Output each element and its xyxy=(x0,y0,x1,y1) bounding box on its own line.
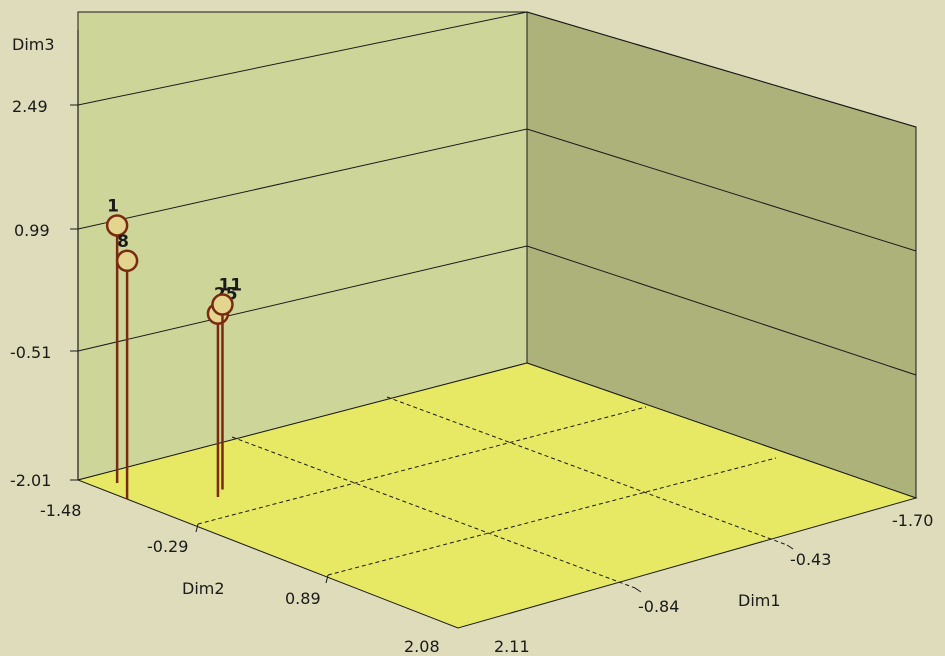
x-ticks xyxy=(634,544,794,593)
y-tick-label: 2.08 xyxy=(404,637,440,656)
z-tick-label: -2.01 xyxy=(10,471,51,490)
y-tick-label: -1.48 xyxy=(40,501,81,520)
x-tick-label: -0.84 xyxy=(638,597,679,616)
y-axis-label: Dim2 xyxy=(182,579,225,598)
point-label: 1 xyxy=(107,196,119,216)
z-tick-label: -0.51 xyxy=(10,343,51,362)
data-points: 182511 xyxy=(105,196,242,500)
x-tick-label: -1.70 xyxy=(892,511,933,530)
z-ticks xyxy=(70,104,78,481)
point-label: 8 xyxy=(117,232,129,252)
point-marker xyxy=(115,249,139,273)
floor-gridlines xyxy=(197,396,788,589)
point-marker xyxy=(105,214,129,237)
point-label: 11 xyxy=(218,276,242,296)
floor xyxy=(76,362,918,629)
point-marker xyxy=(211,293,234,316)
y-ticks xyxy=(195,523,329,584)
z-tick-label: 0.99 xyxy=(14,221,50,240)
z-axis-label: Dim3 xyxy=(12,35,55,54)
x-axis-label: Dim1 xyxy=(738,591,781,610)
z-tick-label: 2.49 xyxy=(12,97,48,116)
x-tick-label: -0.43 xyxy=(790,550,831,569)
x-tick-label: 2.11 xyxy=(494,637,530,656)
y-tick-label: -0.29 xyxy=(147,537,188,556)
y-tick-label: 0.89 xyxy=(285,589,321,608)
